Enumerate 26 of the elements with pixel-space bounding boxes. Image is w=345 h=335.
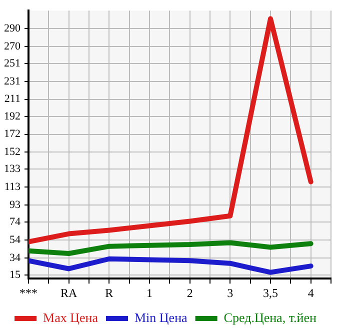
- legend-label: Max Цена: [43, 310, 98, 325]
- x-tick-label: 3,5: [263, 286, 278, 300]
- y-tick-label: 133: [4, 163, 21, 176]
- x-tick-label: R: [105, 286, 114, 300]
- y-tick-label: 15: [10, 268, 21, 281]
- y-tick-label: 231: [4, 75, 20, 88]
- x-tick-label: RA: [60, 286, 78, 300]
- y-tick-label: 152: [4, 146, 20, 158]
- y-tick-label: 290: [4, 22, 21, 34]
- y-tick-label: 270: [4, 40, 21, 52]
- y-tick-label: 211: [4, 93, 20, 106]
- x-tick-label: ***: [20, 286, 38, 300]
- y-tick-label: 34: [10, 252, 21, 264]
- legend-label: Min Цена: [134, 310, 188, 325]
- y-tick-label: 74: [10, 216, 21, 228]
- y-tick-label: 172: [4, 128, 20, 140]
- x-tick-label: 3: [227, 286, 234, 300]
- y-tick-label: 113: [4, 181, 21, 194]
- y-tick-label: 54: [10, 234, 21, 246]
- x-tick-label: 4: [308, 286, 314, 300]
- y-tick-label: 251: [4, 57, 20, 70]
- y-tick-label: 93: [10, 198, 21, 211]
- x-tick-label: 2: [186, 286, 193, 300]
- legend-label: Сред.Цена, т.йен: [224, 310, 317, 325]
- y-tick-label: 192: [4, 110, 20, 122]
- x-tick-label: 1: [146, 286, 152, 300]
